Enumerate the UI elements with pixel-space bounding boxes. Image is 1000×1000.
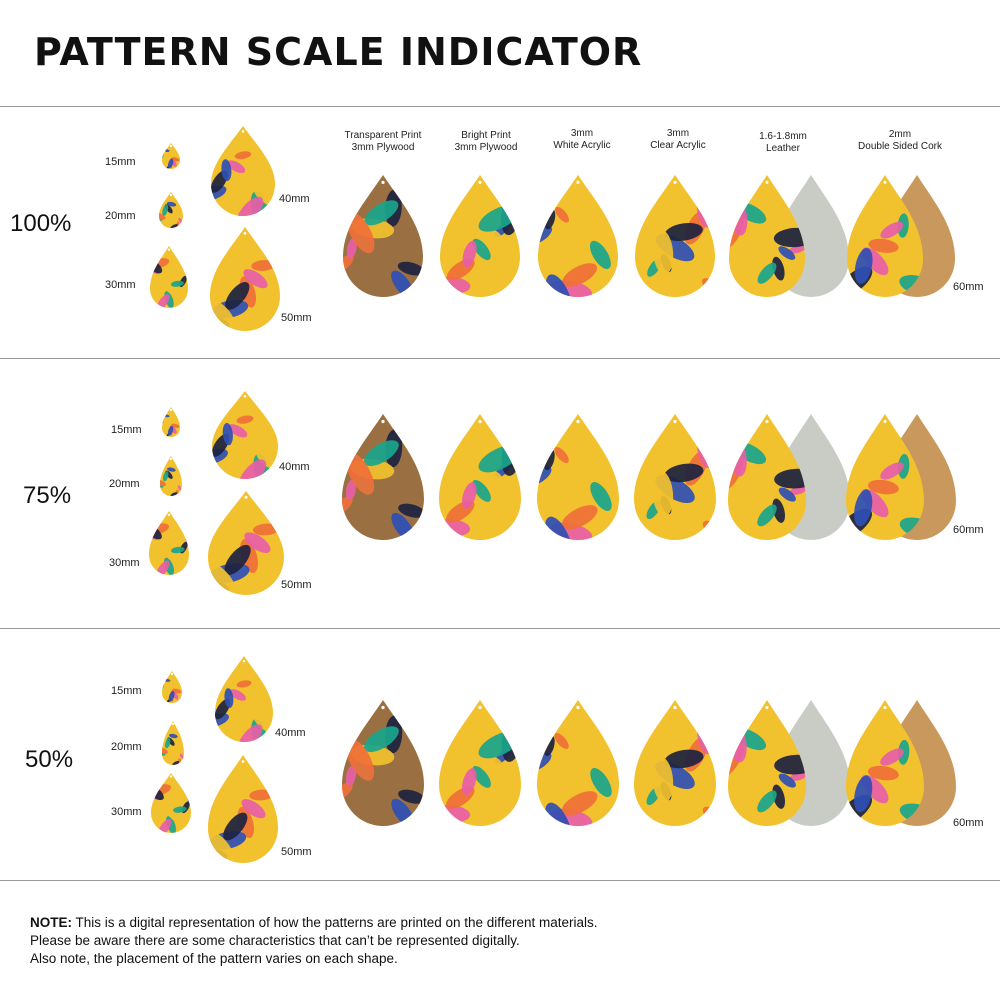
teardrop-sample <box>632 698 718 828</box>
size-label: 30mm <box>111 806 142 818</box>
teardrop-sample <box>148 244 190 310</box>
teardrop-sample <box>206 489 286 597</box>
teardrop-sample <box>206 753 280 865</box>
size-label: 15mm <box>105 156 136 168</box>
size-label: 40mm <box>275 727 306 739</box>
size-label: 40mm <box>279 193 310 205</box>
teardrop-sample <box>213 654 275 744</box>
teardrop-sample <box>437 412 523 542</box>
scale-label: 75% <box>23 482 72 509</box>
material-label: Transparent Print 3mm Plywood <box>344 130 422 153</box>
size-label: 50mm <box>281 846 312 858</box>
size-label: 20mm <box>109 478 140 490</box>
size-label: 60mm <box>953 817 984 829</box>
divider <box>0 880 1000 881</box>
teardrop-sample <box>210 389 280 481</box>
size-label: 20mm <box>105 210 136 222</box>
page-title: PATTERN SCALE INDICATOR <box>34 30 643 74</box>
teardrop-sample <box>633 173 717 299</box>
size-label: 15mm <box>111 685 142 697</box>
teardrop-sample <box>632 412 718 542</box>
teardrop-sample <box>160 669 184 705</box>
note-line: This is a digital representation of how … <box>75 915 598 930</box>
material-label: 3mm White Acrylic <box>553 128 611 151</box>
note-text: NOTE: This is a digital representation o… <box>30 914 598 968</box>
teardrop-sample <box>536 173 620 299</box>
size-label: 15mm <box>111 424 142 436</box>
divider <box>0 358 1000 359</box>
note-label: NOTE: <box>30 915 72 930</box>
teardrop-sample <box>157 190 185 230</box>
note-line: Also note, the placement of the pattern … <box>30 951 398 966</box>
size-label: 50mm <box>281 312 312 324</box>
note-line: Please be aware there are some character… <box>30 933 520 948</box>
teardrop-sample <box>438 173 522 299</box>
size-label: 60mm <box>953 281 984 293</box>
teardrop-sample <box>535 698 621 828</box>
scale-label: 100% <box>10 210 72 237</box>
size-label: 30mm <box>105 279 136 291</box>
teardrop-sample <box>340 698 426 828</box>
teardrop-sample <box>160 719 186 767</box>
teardrop-sample <box>160 141 182 171</box>
teardrop-sample <box>160 405 182 439</box>
teardrop-sample <box>726 698 852 828</box>
teardrop-sample <box>149 771 193 835</box>
teardrop-sample <box>208 225 282 333</box>
size-label: 40mm <box>279 461 310 473</box>
teardrop-sample <box>844 698 958 828</box>
material-label: 3mm Clear Acrylic <box>650 128 706 151</box>
teardrop-sample <box>727 173 851 299</box>
teardrop-sample <box>845 173 957 299</box>
teardrop-sample <box>340 412 426 542</box>
teardrop-sample <box>437 698 523 828</box>
divider <box>0 628 1000 629</box>
teardrop-sample <box>158 454 184 498</box>
size-label: 20mm <box>111 741 142 753</box>
teardrop-sample <box>535 412 621 542</box>
teardrop-sample <box>844 412 958 542</box>
size-label: 30mm <box>109 557 140 569</box>
material-label: 1.6-1.8mm Leather <box>759 131 807 154</box>
material-label: Bright Print 3mm Plywood <box>454 130 518 153</box>
divider <box>0 106 1000 107</box>
material-label: 2mm Double Sided Cork <box>858 129 942 152</box>
teardrop-sample <box>209 124 277 218</box>
teardrop-sample <box>147 509 191 577</box>
teardrop-sample <box>726 412 852 542</box>
teardrop-sample <box>341 173 425 299</box>
scale-label: 50% <box>25 746 74 773</box>
size-label: 50mm <box>281 579 312 591</box>
size-label: 60mm <box>953 524 984 536</box>
